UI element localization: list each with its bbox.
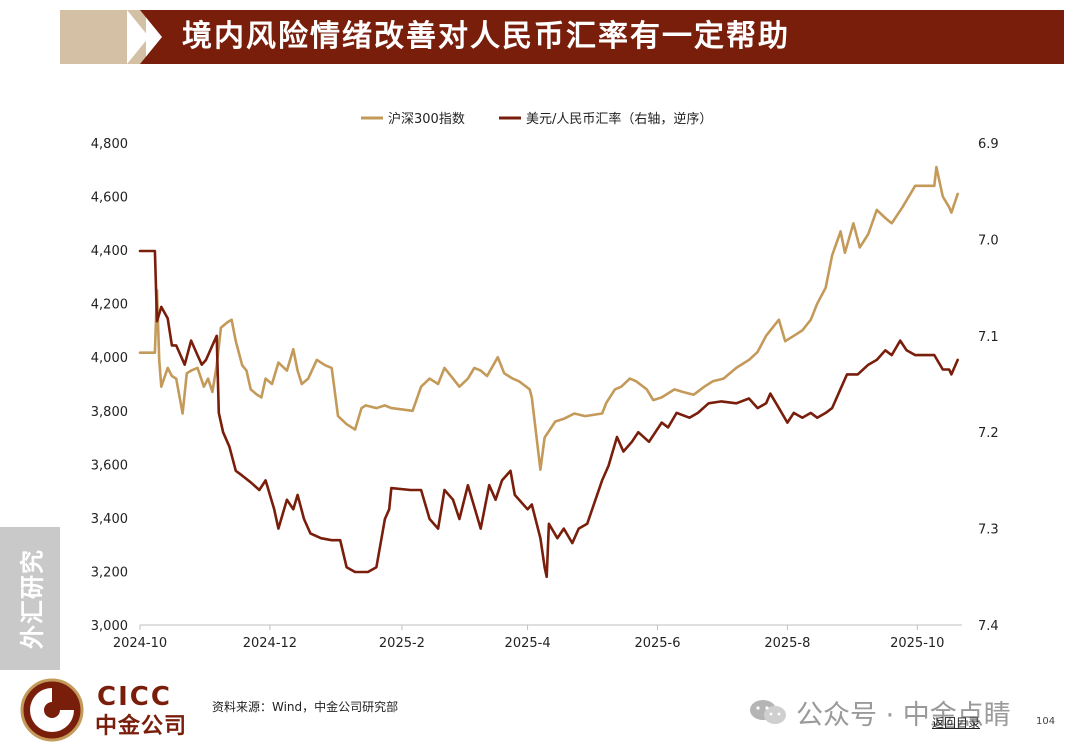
left-y-tick-label: 4,400: [91, 244, 128, 259]
x-tick-label: 2025-10: [890, 636, 944, 651]
right-y-tick-label: 7.0: [978, 233, 999, 248]
left-y-tick-label: 3,400: [91, 512, 128, 527]
left-y-tick-label: 3,000: [91, 619, 128, 634]
x-tick-label: 2025-4: [505, 636, 551, 651]
left-y-tick-label: 4,200: [91, 298, 128, 313]
right-y-tick-label: 7.4: [978, 619, 999, 634]
page-title: 境内风险情绪改善对人民币汇率有一定帮助: [182, 19, 790, 54]
left-y-tick-label: 4,800: [91, 137, 128, 152]
chart-series: [138, 165, 960, 579]
x-tick-label: 2024-10: [113, 636, 167, 651]
right-y-tick-label: 7.2: [978, 426, 999, 441]
logo-text-en: CICC: [97, 682, 172, 712]
csi300-series-line: [138, 165, 960, 472]
dual-axis-line-chart: 2024-10 2024-12 2025-2 2025-4 2025-6 2025-8 20…: [91, 111, 999, 651]
legend-label: 沪深300指数: [388, 111, 465, 127]
logo-text-cn: 中金公司: [95, 714, 188, 739]
left-y-tick-label: 3,600: [91, 458, 128, 473]
legend-label: 美元/人民币汇率（右轴，逆序）: [526, 111, 712, 127]
wechat-icon: [750, 700, 786, 724]
banner-notch: [127, 10, 149, 64]
right-y-tick-label: 7.1: [978, 330, 999, 345]
usdcny-series-line: [138, 249, 960, 579]
x-tick-label: 2025-6: [634, 636, 680, 651]
x-tick-label: 2025-8: [764, 636, 810, 651]
back-to-contents-link[interactable]: 返回目录: [932, 716, 981, 730]
source-note: 资料来源：Wind，中金公司研究部: [212, 700, 399, 714]
left-y-tick-label: 4,000: [91, 351, 128, 366]
chart-legend: 沪深300指数 美元/人民币汇率（右轴，逆序）: [361, 111, 712, 127]
watermark-text: 公众号 · 中金点睛: [796, 700, 1011, 731]
right-y-tick-label: 6.9: [978, 137, 999, 152]
section-tab[interactable]: 外汇研究: [0, 527, 60, 670]
x-tick-label: 2025-2: [379, 636, 425, 651]
left-y-tick-label: 3,200: [91, 565, 128, 580]
left-y-tick-label: 3,800: [91, 405, 128, 420]
right-y-tick-label: 7.3: [978, 523, 999, 538]
left-y-tick-label: 4,600: [91, 191, 128, 206]
cicc-logo-icon: [20, 678, 84, 742]
x-tick-label: 2024-12: [243, 636, 297, 651]
chart-axes: 2024-10 2024-12 2025-2 2025-4 2025-6 2025-8 20…: [91, 137, 999, 651]
title-banner: [140, 10, 1064, 64]
page-number: 104: [1036, 716, 1056, 727]
